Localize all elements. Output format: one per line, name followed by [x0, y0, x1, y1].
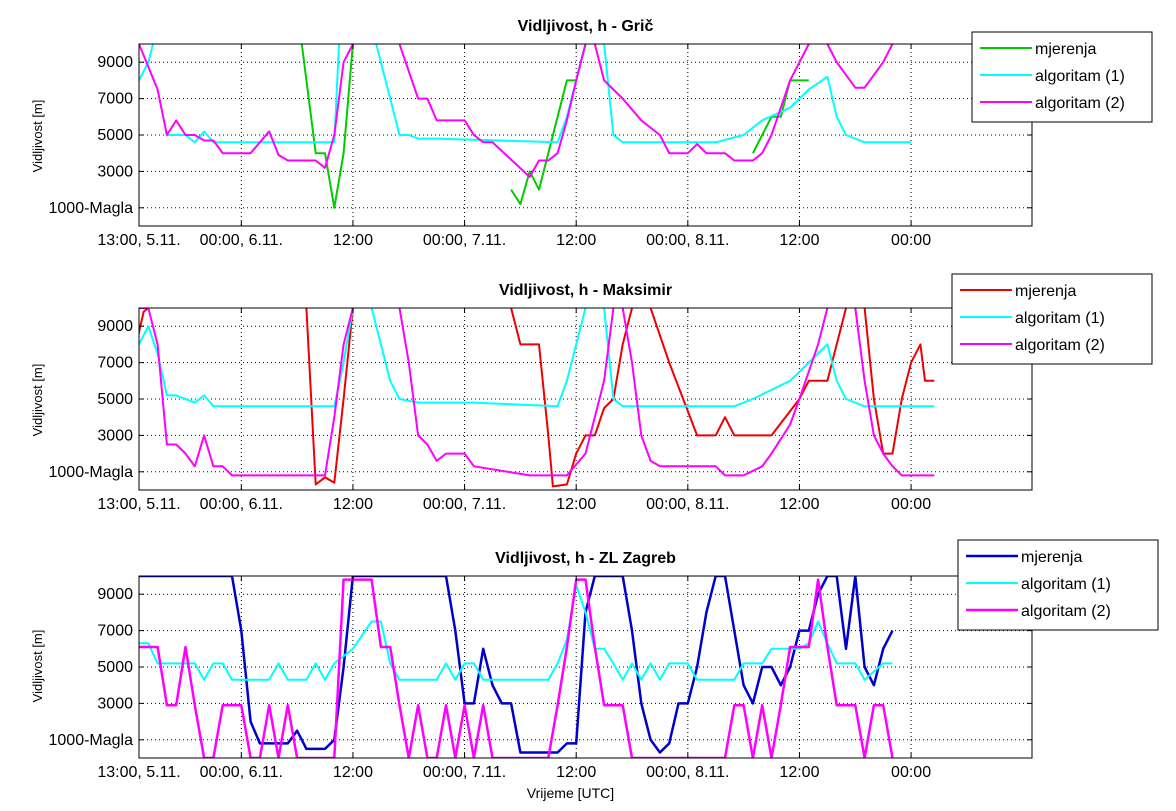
x-tick-label: 00:00, 7.11.	[423, 496, 506, 513]
x-tick-label: 00:00	[891, 232, 931, 249]
series-line-mjerenja	[305, 308, 354, 486]
x-tick-label: 12:00	[556, 232, 596, 249]
chart-panel-2: 13:00, 5.11. 00:00, 6.11. 12:00 00:00, 7.11…	[30, 273, 1153, 513]
series-line-algoritam-1	[139, 44, 154, 83]
chart-panel-1: 13:00, 5.11. 00:00, 6.11. 12:00 00:00, 7.11…	[30, 18, 1153, 249]
series-line-algoritam-2	[621, 308, 829, 477]
series-line-algoritam-2	[854, 308, 935, 477]
y-tick-label: 9000	[97, 318, 133, 335]
legend-label: mjerenja	[1015, 283, 1076, 300]
x-tick-label: 13:00, 5.11.	[97, 496, 180, 513]
y-tick-label: 3000	[97, 163, 133, 180]
x-tick-label: 00:00, 6.11.	[200, 764, 283, 781]
x-tick-label: 00:00, 8.11.	[646, 496, 729, 513]
y-axis-label: Vidljivost [m]	[30, 100, 45, 173]
x-axis-label: Vrijeme [UTC]	[527, 785, 614, 801]
series-line-algoritam-2	[139, 44, 354, 169]
legend-label: algoritam (1)	[1035, 68, 1125, 85]
y-tick-label: 3000	[97, 427, 133, 444]
legend-label: algoritam (2)	[1015, 337, 1105, 354]
y-tick-label: 9000	[97, 54, 133, 71]
legend-label: algoritam (1)	[1015, 310, 1105, 327]
x-tick-label: 12:00	[556, 764, 596, 781]
series-group	[139, 44, 912, 209]
legend: mjerenja algoritam (1) algoritam (2)	[971, 31, 1153, 123]
x-tick-label: 12:00	[779, 496, 819, 513]
chart-title: Vidljivost, h - Grič	[518, 18, 654, 35]
series-line-algoritam-2	[593, 44, 810, 162]
y-tick-label: 7000	[97, 355, 133, 372]
x-tick-label: 12:00	[779, 232, 819, 249]
chart-title: Vidljivost, h - Maksimir	[499, 282, 672, 299]
x-tick-label: 00:00	[891, 496, 931, 513]
plot-area	[139, 308, 1032, 490]
x-tick-label: 13:00, 5.11.	[97, 764, 180, 781]
x-tick-label: 00:00	[891, 764, 931, 781]
x-tick-label: 12:00	[333, 232, 373, 249]
series-line-mjerenja	[649, 308, 847, 437]
series-line-mjerenja	[139, 308, 149, 337]
y-tick-label: 7000	[97, 91, 133, 108]
series-group	[139, 308, 935, 488]
y-tick-label: 7000	[97, 623, 133, 640]
x-tick-label: 00:00, 7.11.	[423, 764, 506, 781]
legend-label: algoritam (2)	[1021, 603, 1111, 620]
y-tick-label: 5000	[97, 659, 133, 676]
legend: mjerenja algoritam (1) algoritam (2)	[957, 539, 1159, 631]
series-line-algoritam-2	[139, 308, 354, 477]
series-line-algoritam-2	[398, 308, 615, 477]
x-tick-label: 12:00	[556, 496, 596, 513]
series-line-mjerenja	[752, 79, 809, 154]
legend: mjerenja algoritam (1) algoritam (2)	[951, 273, 1153, 365]
series-line-algoritam-2	[398, 44, 587, 178]
y-tick-label: 1000-Magla	[49, 732, 134, 749]
plot-area	[139, 44, 1032, 226]
series-line-algoritam-2	[139, 578, 894, 758]
x-tick-label: 12:00	[779, 764, 819, 781]
series-line-algoritam-1	[139, 584, 893, 681]
x-tick-label: 00:00, 6.11.	[200, 232, 283, 249]
x-tick-label: 12:00	[333, 764, 373, 781]
legend-label: algoritam (1)	[1021, 576, 1111, 593]
y-axis-label: Vidljivost [m]	[30, 364, 45, 437]
y-axis-label: Vidljivost [m]	[30, 630, 45, 703]
legend-label: mjerenja	[1021, 549, 1082, 566]
series-line-mjerenja	[863, 308, 935, 455]
chart-panel-3: 13:00, 5.11. 00:00, 6.11. 12:00 00:00, 7.11…	[30, 539, 1159, 801]
y-tick-label: 9000	[97, 586, 133, 603]
legend-box	[957, 539, 1159, 631]
series-line-algoritam-2	[826, 44, 894, 89]
legend-box	[971, 31, 1153, 123]
x-tick-label: 00:00, 7.11.	[423, 232, 506, 249]
y-tick-label: 5000	[97, 391, 133, 408]
y-tick-label: 1000-Magla	[49, 200, 134, 217]
series-group	[139, 576, 894, 758]
x-tick-label: 12:00	[333, 496, 373, 513]
series-line-algoritam-1	[370, 308, 587, 408]
chart-title: Vidljivost, h - ZL Zagreb	[495, 550, 676, 567]
series-line-algoritam-1	[603, 308, 935, 408]
legend-label: mjerenja	[1035, 41, 1096, 58]
series-line-algoritam-1	[603, 44, 912, 144]
series-line-mjerenja	[510, 44, 587, 206]
x-tick-label: 00:00, 6.11.	[200, 496, 283, 513]
x-tick-label: 00:00, 8.11.	[646, 764, 729, 781]
y-tick-label: 1000-Magla	[49, 464, 134, 481]
y-tick-label: 5000	[97, 127, 133, 144]
legend-label: algoritam (2)	[1035, 95, 1125, 112]
y-tick-label: 3000	[97, 695, 133, 712]
series-line-mjerenja	[300, 44, 354, 209]
x-tick-label: 00:00, 8.11.	[646, 232, 729, 249]
x-tick-label: 13:00, 5.11.	[97, 232, 180, 249]
